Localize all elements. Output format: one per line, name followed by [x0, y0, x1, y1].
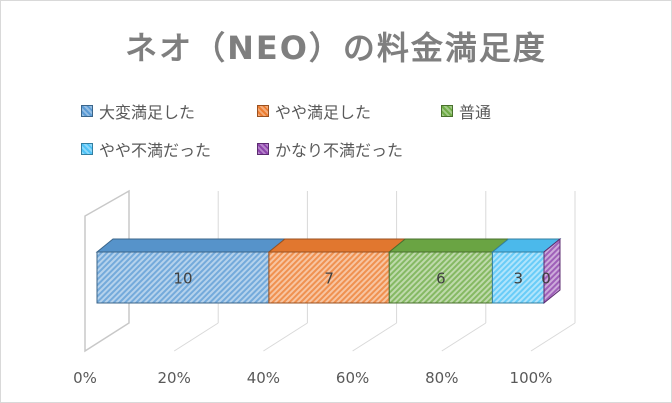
bar-segment [268, 251, 390, 304]
legend-item: かなり不満だった [257, 137, 403, 161]
data-label: 6 [436, 270, 446, 288]
gridline [441, 322, 487, 352]
legend-swatch [81, 143, 93, 155]
data-label: 3 [513, 270, 523, 288]
legend-label: 普通 [459, 103, 492, 122]
gridline [530, 322, 576, 352]
legend-item: やや不満だった [81, 137, 211, 161]
bar-top-face [267, 238, 407, 253]
legend-swatch [81, 105, 93, 117]
bar-segment [96, 251, 270, 304]
legend-item: 普通 [441, 99, 491, 123]
x-tick-label: 100% [510, 369, 553, 387]
x-tick-label: 80% [425, 369, 458, 387]
chart-title: ネオ（NEO）の料金満足度 [125, 29, 547, 67]
legend-label: 大変満足した [99, 103, 196, 122]
bar-segment [491, 251, 545, 304]
back-wall [84, 189, 130, 353]
bar-top-face [95, 238, 287, 253]
bar-side-face [543, 237, 561, 305]
gridline [352, 322, 397, 352]
x-tick-label: 40% [247, 369, 280, 387]
data-label: 0 [541, 270, 551, 288]
data-label: 10 [173, 270, 192, 288]
legend-swatch [441, 105, 453, 117]
x-tick-label: 60% [336, 369, 369, 387]
data-label: 7 [324, 270, 334, 288]
bar-top-face [387, 238, 510, 253]
legend-item: やや満足した [257, 99, 371, 123]
legend-label: かなり不満だった [275, 141, 404, 160]
legend-label: やや不満だった [99, 141, 212, 160]
bar-segment [388, 251, 493, 304]
legend-item: 大変満足した [81, 99, 195, 123]
x-tick-label: 0% [73, 369, 97, 387]
legend-label: やや満足した [275, 103, 372, 122]
gridline [173, 322, 219, 352]
legend-swatch [257, 105, 269, 117]
legend-swatch [257, 143, 269, 155]
x-tick-label: 20% [158, 369, 191, 387]
gridline [263, 322, 308, 352]
